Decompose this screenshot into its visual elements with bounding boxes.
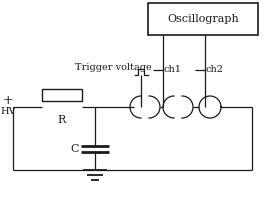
Text: Trigger voltage: Trigger voltage [75, 63, 152, 72]
Bar [42, 89, 82, 101]
Text: C: C [71, 143, 79, 154]
Text: HV: HV [0, 107, 16, 116]
Text: R: R [58, 115, 66, 125]
Text: Oscillograph: Oscillograph [167, 14, 239, 24]
Text: +: + [3, 93, 13, 107]
Text: ch1: ch1 [164, 65, 182, 74]
Bar [148, 3, 258, 35]
Text: ch2: ch2 [206, 65, 224, 74]
